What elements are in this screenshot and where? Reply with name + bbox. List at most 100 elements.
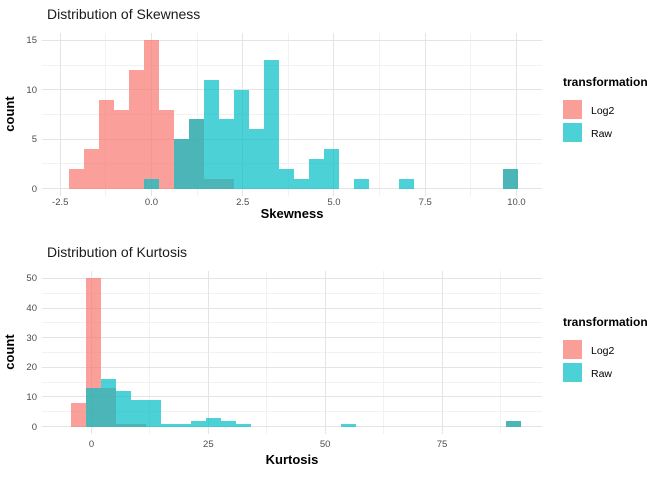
x-tick-label: 10.0	[507, 197, 526, 208]
skewness-x-axis-title: Skewness	[260, 206, 324, 221]
legend-swatch-log2-icon	[563, 100, 582, 119]
histogram-bar	[505, 420, 521, 427]
x-major-gridline	[207, 271, 209, 434]
histogram-bar	[235, 423, 251, 427]
y-major-gridline	[42, 138, 542, 140]
series-raw	[42, 271, 542, 434]
histogram-bar	[248, 129, 264, 189]
histogram-bar	[175, 423, 191, 427]
legend-title: transformation	[563, 75, 648, 89]
y-tick-label: 20	[26, 362, 37, 374]
histogram-bar	[99, 99, 115, 189]
histogram-bar	[84, 149, 100, 189]
y-major-gridline	[42, 307, 542, 309]
y-minor-gridline	[42, 381, 542, 383]
x-major-gridline	[424, 33, 426, 196]
skewness-plot-panel	[42, 33, 542, 196]
x-major-gridline	[324, 271, 326, 434]
legend-swatch-log2-icon	[563, 340, 582, 359]
x-tick-label: 75	[436, 439, 448, 450]
histogram-bar	[100, 379, 116, 427]
y-tick-label: 0	[31, 183, 37, 195]
x-tick-label: 0.0	[144, 197, 159, 208]
x-tick-label: 50	[319, 439, 331, 450]
y-tick-label: 50	[26, 273, 37, 285]
y-major-gridline	[42, 188, 542, 190]
histogram-bar	[129, 70, 145, 189]
legend-label-raw: Raw	[591, 368, 613, 380]
legend-swatch-raw-icon	[563, 123, 582, 142]
legend-title: transformation	[563, 315, 648, 329]
histogram-bar	[174, 139, 190, 189]
y-tick-label: 10	[26, 391, 37, 403]
skewness-chart-title: Distribution of Skewness	[47, 6, 201, 22]
histogram-bar	[130, 399, 146, 427]
y-major-gridline	[42, 277, 542, 279]
histogram-bar	[205, 417, 221, 427]
y-tick-label: 15	[26, 35, 37, 47]
histogram-bar	[190, 420, 206, 427]
legend-label-log2: Log2	[591, 345, 615, 357]
histogram-bar	[263, 60, 279, 189]
histogram-bar	[204, 79, 219, 189]
y-major-gridline	[42, 366, 542, 368]
histogram-bar	[70, 402, 86, 427]
y-major-gridline	[42, 39, 542, 41]
legend-swatch-raw-icon	[563, 363, 582, 382]
histogram-bar	[278, 168, 294, 189]
legend-label-log2: Log2	[591, 105, 615, 117]
y-major-gridline	[42, 396, 542, 398]
x-major-gridline	[515, 33, 517, 196]
x-major-gridline	[59, 33, 61, 196]
y-minor-gridline	[42, 114, 542, 115]
x-tick-label: 25	[203, 439, 214, 450]
x-tick-label: 5.0	[327, 197, 341, 208]
y-tick-label: 10	[26, 84, 37, 96]
histogram-bar	[293, 178, 309, 189]
histogram-bar	[398, 178, 414, 189]
x-major-gridline	[441, 271, 443, 434]
y-minor-gridline	[42, 411, 542, 413]
histogram-bar	[114, 109, 130, 189]
histogram-bar	[323, 149, 339, 189]
y-minor-gridline	[42, 352, 542, 353]
kurtosis-chart-title: Distribution of Kurtosis	[47, 244, 188, 260]
x-tick-label: 2.5	[236, 197, 250, 208]
y-major-gridline	[42, 426, 542, 428]
y-major-gridline	[42, 337, 542, 339]
histogram-bar	[503, 168, 519, 189]
y-major-gridline	[42, 89, 542, 91]
histogram-bar	[85, 388, 101, 427]
y-tick-label: 40	[26, 303, 37, 315]
histogram-bar	[189, 119, 205, 189]
y-tick-label: 30	[26, 332, 37, 344]
kurtosis-plot-panel	[42, 271, 542, 434]
y-minor-gridline	[42, 292, 542, 294]
y-minor-gridline	[42, 322, 542, 324]
y-minor-gridline	[42, 64, 542, 66]
kurtosis-x-axis-title: Kurtosis	[265, 452, 319, 467]
histogram-bar	[145, 399, 161, 427]
histogram-bar	[219, 119, 234, 189]
x-tick-label: 7.5	[418, 197, 432, 208]
legend-label-raw: Raw	[591, 128, 613, 140]
x-tick-label: -2.5	[52, 197, 69, 208]
histogram-bar	[115, 391, 131, 427]
histogram-bar	[159, 109, 175, 189]
histogram-bar	[340, 423, 356, 427]
histogram-bar	[160, 423, 176, 427]
histogram-bar	[353, 178, 369, 189]
y-minor-gridline	[42, 163, 542, 165]
histogram-bar	[233, 89, 249, 189]
histogram-bar	[144, 40, 160, 189]
histogram-bar	[69, 168, 85, 189]
histogram-bar	[144, 178, 160, 189]
y-tick-label: 5	[31, 134, 37, 146]
histogram-bar	[308, 158, 324, 189]
series-raw	[42, 33, 542, 196]
x-tick-label: 0	[88, 439, 95, 450]
histogram-bar	[220, 420, 236, 427]
y-tick-label: 0	[31, 421, 37, 433]
x-major-gridline	[333, 33, 335, 196]
